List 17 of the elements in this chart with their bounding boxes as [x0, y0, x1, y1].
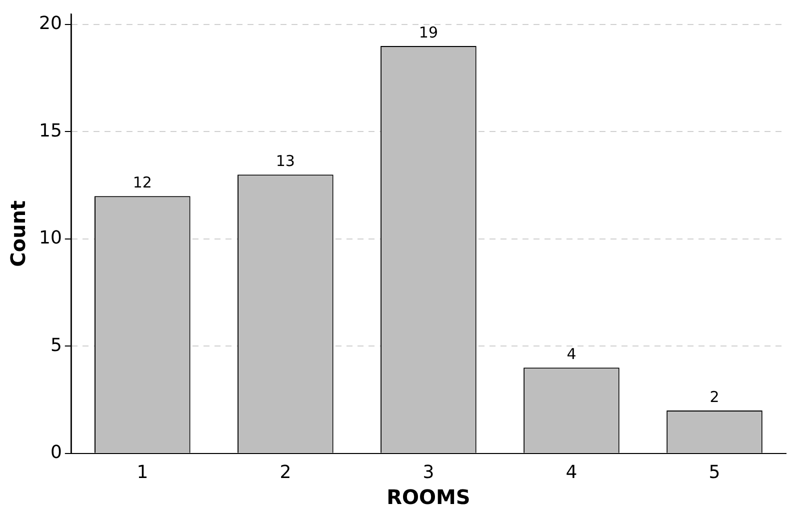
- data-label: 2: [710, 388, 720, 406]
- data-label: 19: [418, 23, 438, 42]
- y-tick-label: 0: [50, 442, 62, 464]
- y-tick-label: 15: [39, 120, 62, 142]
- x-tick-label: 2: [280, 462, 292, 483]
- data-label: 4: [566, 345, 576, 364]
- data-label: 12: [132, 173, 152, 192]
- y-tick-label: 20: [39, 13, 62, 34]
- y-tick-label: 5: [50, 334, 62, 356]
- y-tick-label: 10: [39, 228, 62, 249]
- x-tick-label: 4: [566, 462, 578, 483]
- x-axis-title: ROOMS: [386, 485, 470, 510]
- data-label: 13: [276, 152, 295, 170]
- x-tick-label: 5: [708, 462, 720, 483]
- y-axis-title: Count: [6, 200, 30, 267]
- x-tick-label: 1: [136, 462, 148, 483]
- x-tick-label: 3: [422, 462, 434, 483]
